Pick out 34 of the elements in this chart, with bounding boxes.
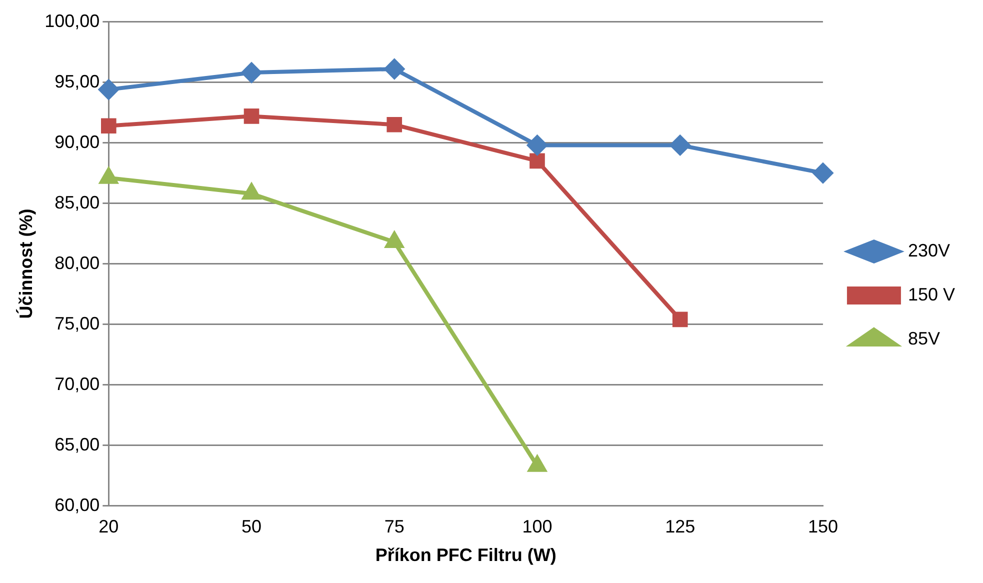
y-tick-label: 95,00 [54,71,100,92]
y-tick-label: 70,00 [54,374,100,394]
y-tick-label: 80,00 [54,252,100,273]
legend-label: 230V [908,240,950,260]
x-tick-label: 100 [522,516,552,537]
point [812,163,833,184]
legend-label: 150 V [908,284,956,304]
point [386,116,402,132]
x-tick-label: 50 [242,516,262,537]
y-tick-label: 75,00 [54,313,100,334]
y-tick-label: 100,00 [44,10,100,31]
point [670,135,690,156]
x-tick-label: 20 [98,516,119,537]
y-tick-label: 85,00 [54,192,100,212]
point [242,62,262,83]
x-tick-label: 125 [665,516,696,537]
x-tick-label: 150 [808,516,838,537]
y-axis-title: Účinnost (%) [16,208,36,319]
x-axis-title: Příkon PFC Filtru (W) [375,545,556,566]
y-tick-label: 60,00 [54,494,100,515]
x-tick-label: 75 [384,516,404,537]
point [101,118,116,134]
point [98,80,119,100]
legend-label: 85V [908,328,940,348]
point [528,456,546,472]
point [385,232,404,248]
y-tick-label: 65,00 [54,434,100,454]
point [527,135,548,156]
point [244,108,260,124]
point [242,184,260,200]
y-tick-label: 90,00 [54,132,100,152]
point [672,312,688,328]
point [384,58,404,79]
point [530,153,545,169]
